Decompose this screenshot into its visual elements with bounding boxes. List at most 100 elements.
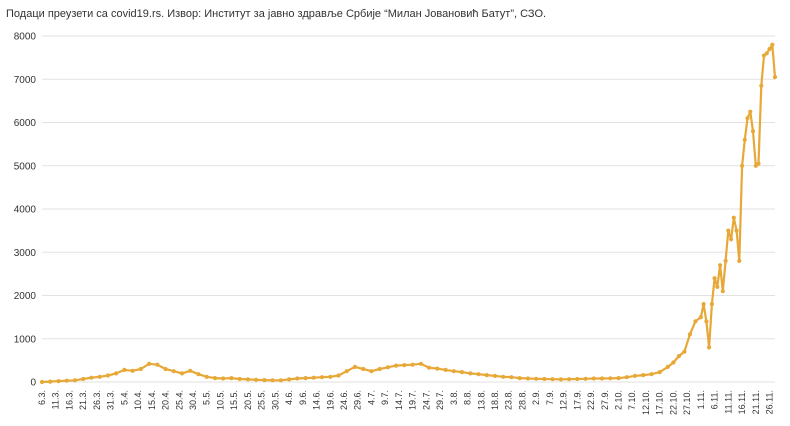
x-tick-label: 2.10. [614, 390, 624, 410]
data-point [443, 367, 448, 372]
x-tick-label: 14.7. [394, 390, 404, 410]
data-point [649, 372, 654, 377]
x-tick-label: 6.3. [37, 390, 47, 405]
x-tick-label: 4.7. [366, 390, 376, 405]
data-point [676, 354, 682, 359]
y-tick-label: 0 [30, 378, 36, 389]
data-point [712, 276, 717, 281]
y-tick-label: 1000 [14, 334, 37, 345]
data-point [737, 258, 742, 263]
x-tick-label: 7.10. [627, 390, 637, 410]
data-point [709, 302, 715, 307]
data-point [130, 368, 135, 373]
data-point [742, 137, 747, 142]
data-point [687, 332, 693, 337]
data-point [492, 373, 498, 378]
data-point [764, 51, 769, 56]
x-tick-label: 21.3. [78, 390, 88, 410]
data-point [114, 371, 119, 376]
data-point [410, 362, 415, 367]
data-point [698, 315, 704, 320]
x-tick-label: 16.11. [737, 390, 747, 414]
data-point [734, 228, 739, 233]
data-point [204, 374, 209, 379]
data-point [394, 363, 399, 368]
data-point [641, 373, 646, 378]
data-point [254, 377, 259, 382]
data-point [64, 378, 69, 383]
x-tick-label: 5.5. [202, 390, 212, 405]
data-point [476, 372, 481, 377]
series-line [41, 43, 777, 384]
data-point [459, 370, 465, 375]
data-point [723, 258, 728, 263]
data-point [726, 228, 731, 233]
x-tick-label: 23.8. [504, 390, 514, 410]
data-point [550, 377, 555, 382]
x-tick-label: 28.8. [517, 390, 527, 410]
data-point [715, 284, 720, 289]
x-tick-label: 18.8. [490, 390, 500, 410]
data-point [155, 362, 160, 367]
x-tick-label: 22.9. [586, 390, 596, 410]
x-tick-label: 12.10. [641, 390, 651, 415]
x-tick-label: 30.4. [188, 390, 198, 410]
data-point [163, 366, 168, 372]
data-point [295, 376, 300, 381]
source-note: Подаци преузети са covid19.rs. Извор: Ин… [6, 8, 547, 20]
data-point [567, 377, 572, 382]
y-tick-label: 7000 [14, 75, 37, 86]
data-point [740, 163, 745, 168]
data-point [262, 378, 267, 383]
data-point [270, 378, 275, 383]
x-tick-label: 6.11. [710, 390, 720, 409]
data-point [718, 263, 723, 268]
data-point [750, 129, 756, 134]
x-tick-label: 10.4. [133, 390, 143, 410]
data-point [361, 366, 366, 372]
x-tick-label: 22.10. [668, 390, 678, 415]
data-point [616, 376, 621, 381]
data-point [122, 367, 127, 372]
x-tick-label: 11.3. [51, 390, 61, 409]
data-point [748, 109, 753, 114]
data-point [303, 376, 308, 381]
data-point [772, 75, 778, 80]
y-tick-label: 2000 [14, 291, 37, 302]
data-point [704, 319, 709, 324]
data-point [759, 83, 764, 88]
y-tick-label: 3000 [14, 248, 37, 259]
data-point [632, 373, 638, 378]
data-point [671, 360, 676, 365]
data-point [591, 376, 596, 381]
x-tick-label: 31.3. [106, 390, 116, 410]
x-tick-label: 19.6. [325, 390, 335, 410]
data-point [89, 375, 94, 380]
data-point [558, 377, 564, 382]
x-tick-label: 4.6. [284, 390, 294, 405]
data-point [97, 374, 102, 379]
x-tick-label: 17.10. [655, 390, 665, 415]
data-point [665, 364, 671, 369]
x-tick-label: 29.7. [435, 390, 445, 410]
data-point [287, 377, 292, 382]
data-point [599, 376, 605, 381]
x-tick-label: 9.6. [298, 390, 308, 405]
data-point [468, 371, 473, 376]
data-point [767, 46, 772, 52]
data-point [402, 363, 407, 368]
y-tick-label: 4000 [14, 205, 37, 216]
data-point [583, 376, 588, 381]
x-tick-label: 3.8. [449, 390, 459, 405]
data-point [608, 376, 613, 381]
x-tick-label: 9.7. [380, 390, 390, 405]
x-tick-label: 12.9. [559, 390, 569, 410]
y-tick-label: 6000 [14, 118, 37, 129]
x-tick-label: 5.4. [119, 390, 129, 405]
data-point [693, 319, 698, 324]
data-point [344, 369, 349, 374]
data-point [525, 376, 531, 381]
data-point [196, 372, 201, 377]
x-tick-label: 27.10. [682, 390, 692, 415]
